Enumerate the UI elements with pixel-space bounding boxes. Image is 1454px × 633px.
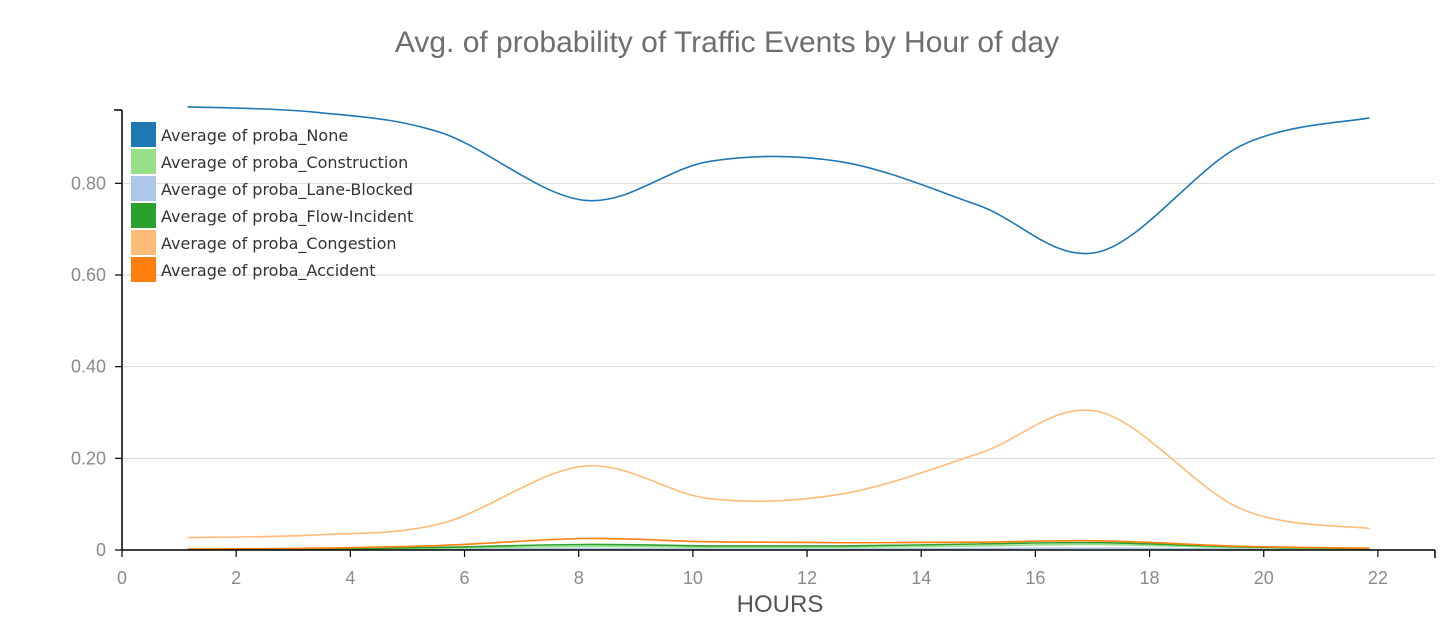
x-axis-ticks: 0 2 4 6 8 10 12 14 16 18 20 22 xyxy=(117,550,1388,588)
legend-swatch xyxy=(131,149,156,174)
legend-item[interactable]: Average of proba_None xyxy=(131,122,348,147)
x-tick-label: 18 xyxy=(1140,568,1160,588)
series-lines xyxy=(187,106,1370,551)
x-tick-label: 20 xyxy=(1254,568,1274,588)
axes xyxy=(114,109,1436,558)
x-tick-label: 6 xyxy=(460,568,470,588)
series-line-accident xyxy=(187,537,1370,550)
legend-swatch xyxy=(131,203,156,228)
legend-item[interactable]: Average of proba_Lane-Blocked xyxy=(131,176,413,201)
legend-label: Average of proba_Construction xyxy=(161,153,408,173)
legend-swatch xyxy=(131,122,156,147)
legend-item[interactable]: Average of proba_Flow-Incident xyxy=(131,203,413,228)
y-tick-label: 0.60 xyxy=(71,265,106,285)
x-tick-label: 4 xyxy=(345,568,355,588)
gridlines xyxy=(122,182,1435,459)
legend-label: Average of proba_None xyxy=(161,126,348,146)
legend: Average of proba_None Average of proba_Co… xyxy=(131,122,413,282)
series-line-none xyxy=(187,106,1370,255)
x-tick-label: 14 xyxy=(911,568,931,588)
x-tick-label: 12 xyxy=(797,568,817,588)
x-tick-label: 10 xyxy=(683,568,703,588)
legend-swatch xyxy=(131,257,156,282)
legend-label: Average of proba_Congestion xyxy=(161,234,397,254)
y-tick-label: 0 xyxy=(96,540,106,560)
y-axis-ticks: 0 0.20 0.40 0.60 0.80 xyxy=(71,173,122,560)
y-tick-label: 0.20 xyxy=(71,448,106,468)
legend-item[interactable]: Average of proba_Construction xyxy=(131,149,408,174)
x-tick-label: 16 xyxy=(1025,568,1045,588)
y-tick-label: 0.40 xyxy=(71,357,106,377)
x-tick-label: 0 xyxy=(117,568,127,588)
series-line-congestion xyxy=(187,409,1370,539)
x-tick-label: 2 xyxy=(231,568,241,588)
y-tick-label: 0.80 xyxy=(71,173,106,193)
series-line-flow-incident xyxy=(187,541,1370,551)
x-tick-label: 8 xyxy=(574,568,584,588)
legend-item[interactable]: Average of proba_Congestion xyxy=(131,230,397,255)
legend-label: Average of proba_Lane-Blocked xyxy=(161,180,413,200)
legend-swatch xyxy=(131,230,156,255)
legend-item[interactable]: Average of proba_Accident xyxy=(131,257,376,282)
x-axis-title: HOURS xyxy=(737,591,824,618)
x-tick-label: 22 xyxy=(1368,568,1388,588)
legend-label: Average of proba_Accident xyxy=(161,261,376,281)
legend-swatch xyxy=(131,176,156,201)
legend-label: Average of proba_Flow-Incident xyxy=(161,207,413,227)
chart-title: Avg. of probability of Traffic Events by… xyxy=(394,26,1060,59)
